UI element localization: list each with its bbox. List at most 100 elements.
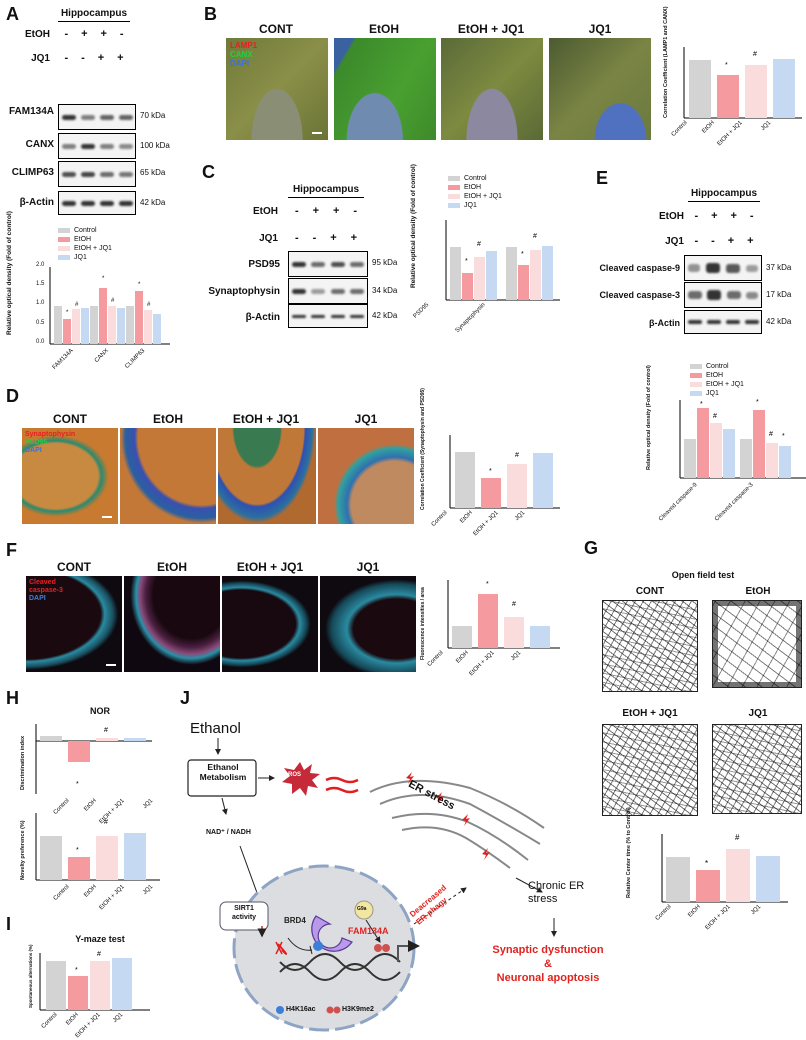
y-axis-title: Correlation Coefficient (Synaptophysin a… — [420, 388, 426, 510]
y-axis-title: Fluorescence intensities / area — [420, 587, 426, 660]
outcome-apoptosis: Neuronal apoptosis — [496, 972, 600, 984]
x-category: Cleaved caspase-9 — [657, 482, 699, 523]
x-category: PSD95 — [412, 302, 431, 320]
mechanism-diagram — [187, 738, 557, 1032]
panel-e-jq1-signs: - - + + — [688, 235, 760, 247]
kda-marker: 95 kDa — [372, 258, 398, 267]
sign: + — [81, 28, 88, 40]
ethanol-label: Ethanol — [190, 720, 241, 737]
x-category: Control — [52, 884, 71, 902]
micrograph-f-cont: Cleaved caspase-3 DAPI — [26, 576, 122, 672]
image-title: JQ1 — [588, 22, 612, 36]
legend-label: EtOH — [74, 236, 92, 243]
legend-label: Control — [74, 227, 97, 234]
svg-text:#: # — [111, 298, 115, 304]
panel-a-etoh-signs: - + + - — [58, 28, 130, 40]
legend-label: Control — [464, 175, 487, 182]
panel-label-h: H — [6, 688, 19, 708]
x-category: Control — [40, 1012, 59, 1030]
track-jq1 — [712, 724, 802, 814]
blot-label: Synaptophysin — [208, 286, 280, 297]
micrograph-b-cont: LAMP1 CANX DAPI — [226, 38, 328, 140]
svg-text:*: * — [486, 581, 489, 588]
sign: + — [711, 210, 718, 222]
svg-text:*: * — [521, 251, 524, 258]
chart-panel-i: *# — [39, 951, 150, 1011]
panel-c-jq1-signs: - - + + — [288, 232, 364, 244]
sign: - — [64, 52, 69, 64]
legend-label: EtOH — [464, 184, 482, 191]
panel-c-etoh-label: EtOH — [253, 206, 278, 217]
blot-label: β-Actin — [19, 197, 54, 208]
svg-text:*: * — [725, 62, 728, 69]
western-blot-synaptophysin — [288, 278, 368, 304]
svg-text:#: # — [735, 833, 740, 842]
panel-label-j: J — [180, 688, 191, 708]
svg-text:*: * — [782, 433, 785, 440]
western-blot-actin — [288, 304, 368, 328]
y-tick: 1.0 — [36, 300, 45, 306]
stain-label: PSD95 — [25, 439, 48, 446]
svg-text:#: # — [147, 302, 151, 308]
ros-label: ROS — [288, 772, 302, 778]
western-blot-actin — [58, 191, 136, 215]
scale-bar — [102, 516, 112, 518]
micrograph-d-etoh — [120, 428, 216, 524]
stain-label: Cleaved caspase-3 — [29, 579, 63, 594]
micrograph-d-jq1 — [318, 428, 414, 524]
image-title: EtOH + JQ1 — [232, 412, 300, 426]
y-tick: 0.5 — [36, 320, 45, 326]
outcome-synaptic: Synaptic dysfunction — [492, 944, 604, 956]
image-title: CONT — [259, 22, 293, 36]
kda-marker: 42 kDa — [372, 311, 398, 320]
sign: + — [727, 235, 735, 247]
legend-label: EtOH + JQ1 — [464, 193, 502, 200]
y-axis-title: Relative optical density (Fold of contro… — [646, 365, 652, 470]
x-category: JQ1 — [142, 884, 155, 897]
panel-a-jq1-signs: - - + + — [58, 52, 130, 64]
chart-panel-b: *# — [683, 47, 802, 119]
micrograph-d-etoh-jq1 — [218, 428, 316, 524]
western-blot-fam134a — [58, 104, 136, 130]
svg-text:#: # — [104, 727, 108, 734]
y-tick: 0.0 — [36, 339, 45, 345]
sign: - — [749, 210, 754, 222]
ymaze-title: Y-maze test — [75, 934, 125, 944]
chart-panel-c: * # * # — [445, 220, 560, 301]
blot-label: PSD95 — [248, 259, 280, 270]
nad-label: NAD⁺ / NADH — [206, 829, 251, 836]
panel-c-etoh-signs: - + + - — [288, 205, 364, 217]
stain-label: DAPI — [25, 447, 42, 454]
legend-h4k16ac: H4K16ac — [286, 1006, 316, 1013]
brd4-label: BRD4 — [284, 916, 306, 925]
kda-marker: 65 kDa — [140, 168, 166, 177]
x-category: JQ1 — [112, 1012, 125, 1025]
micrograph-b-etoh — [334, 38, 436, 140]
kda-marker: 34 kDa — [372, 286, 398, 295]
sign: - — [312, 232, 317, 244]
x-category: Cleaved caspase-3 — [713, 482, 755, 523]
svg-text:*: * — [75, 967, 78, 974]
panel-a-legend: Control EtOH EtOH + JQ1 JQ1 — [58, 226, 112, 262]
chronic-er-stress-label: Chronic ER stress — [528, 880, 585, 905]
sign: - — [353, 205, 357, 217]
legend-h3k9me2: H3K9me2 — [342, 1006, 374, 1013]
image-title: EtOH — [369, 22, 399, 36]
chart-panel-g: *# — [661, 833, 788, 903]
chart-panel-h-discrimination: *# — [35, 724, 152, 794]
western-blot-psd95 — [288, 251, 368, 277]
y-tick: 2.0 — [36, 262, 45, 268]
legend-label: EtOH + JQ1 — [74, 245, 112, 252]
legend-label: Control — [706, 363, 729, 370]
kda-marker: 70 kDa — [140, 111, 166, 120]
panel-label-e: E — [596, 168, 609, 188]
svg-text:#: # — [515, 452, 519, 459]
svg-text:*: * — [102, 276, 105, 282]
svg-text:*: * — [700, 401, 703, 408]
panel-e-etoh-label: EtOH — [659, 211, 684, 222]
stain-label: LAMP1 — [230, 41, 258, 50]
image-title: EtOH — [157, 560, 187, 574]
micrograph-f-etoh-jq1 — [222, 576, 318, 672]
panel-e-tissue: Hippocampus — [688, 188, 760, 202]
western-blot-caspase3 — [684, 282, 762, 308]
